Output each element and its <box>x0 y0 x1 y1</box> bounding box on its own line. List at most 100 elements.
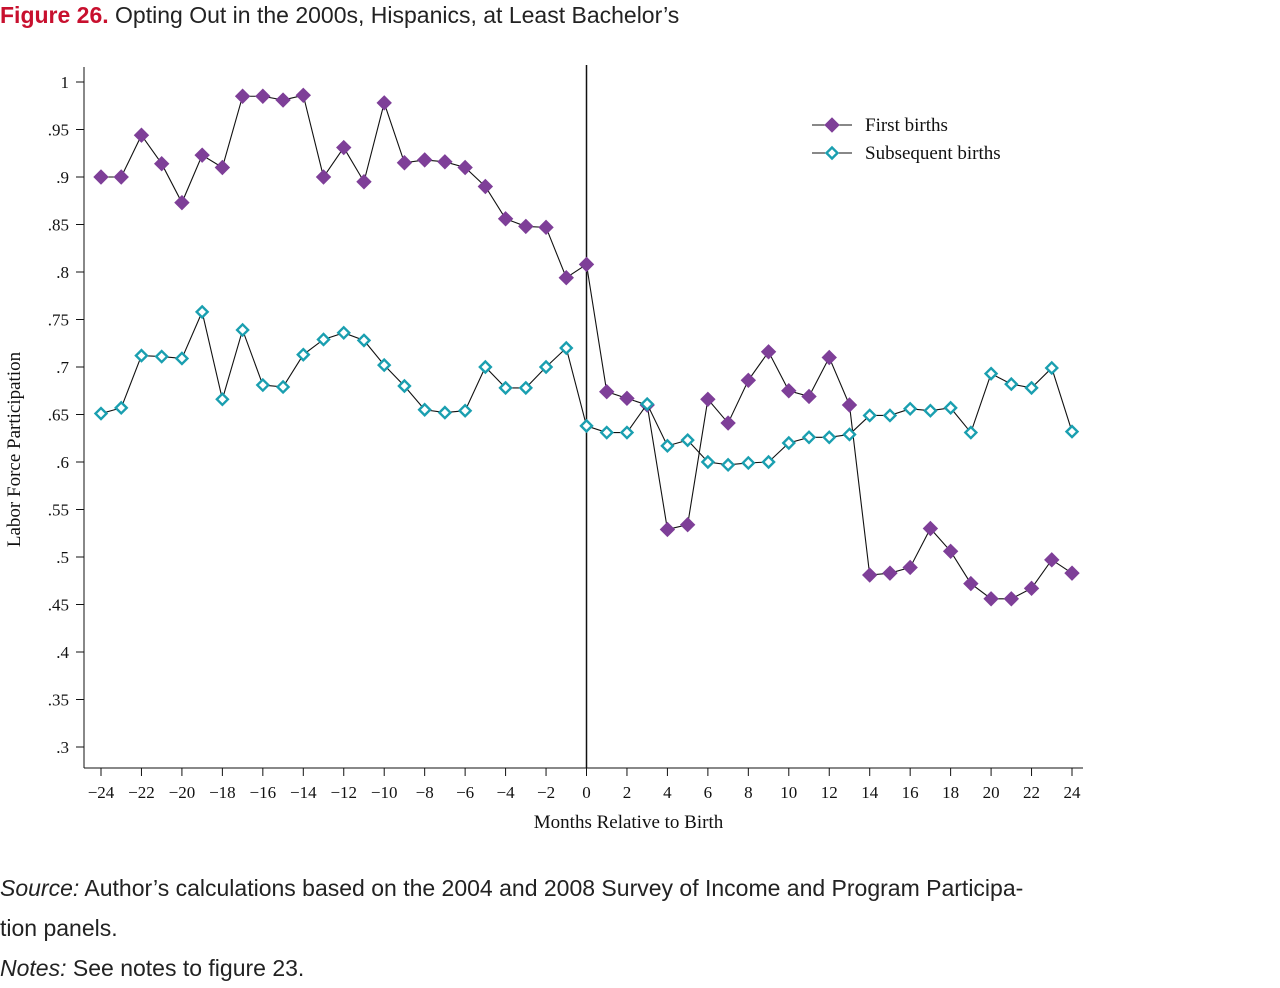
first-births-point <box>882 565 898 581</box>
first-births-point <box>356 174 372 190</box>
subsequent-births-point <box>781 435 796 451</box>
first-births-point <box>760 344 777 360</box>
first-births-point <box>497 211 514 227</box>
subsequent-births-point <box>660 438 675 454</box>
y-axis-title: Labor Force Participation <box>4 351 25 547</box>
y-tick-label: .95 <box>48 121 69 140</box>
x-tick-label: −16 <box>250 783 277 802</box>
subsequent-births-point <box>1044 360 1059 376</box>
x-tick-label: 2 <box>623 783 632 802</box>
subsequent-births-point <box>255 377 271 393</box>
figure-title-text: Opting Out in the 2000s, Hispanics, at L… <box>115 2 680 28</box>
first-births-point <box>518 218 534 235</box>
first-births-point <box>295 87 311 104</box>
subsequent-births-point <box>235 322 250 338</box>
x-tick-label: 20 <box>983 783 1000 802</box>
first-births-point <box>93 169 109 185</box>
subsequent-births-point <box>316 332 331 347</box>
legend-marker <box>824 145 840 161</box>
x-tick-label: −20 <box>169 783 196 802</box>
x-tick-label: 6 <box>704 783 713 802</box>
x-tick-label: 18 <box>942 783 959 802</box>
subsequent-births-point <box>700 454 716 470</box>
y-tick-label: .8 <box>56 263 69 282</box>
subsequent-births-point <box>639 396 655 412</box>
x-tick-label: 4 <box>663 783 672 802</box>
subsequent-births-point <box>356 333 372 348</box>
source-label: Source: <box>0 875 80 901</box>
first-births-point <box>1023 580 1040 597</box>
first-births-point <box>740 372 757 389</box>
subsequent-births-point <box>518 380 534 396</box>
x-tick-label: 16 <box>902 783 919 802</box>
y-tick-label: .4 <box>56 643 69 662</box>
chart-legend: First births Subsequent births <box>812 115 1001 164</box>
subsequent-births-point <box>114 400 129 416</box>
subsequent-births-point <box>93 406 109 421</box>
y-tick-label: .5 <box>56 548 69 567</box>
first-births-point <box>234 88 251 104</box>
legend-label-subsequent-births: Subsequent births <box>865 143 1001 164</box>
subsequent-births-point <box>983 366 999 381</box>
first-births-point <box>396 155 413 171</box>
first-births-point <box>336 139 352 156</box>
subsequent-births-point <box>862 408 877 423</box>
subsequent-births-point <box>296 347 311 362</box>
y-tick-label: .6 <box>56 453 69 472</box>
y-tick-label: .35 <box>48 691 69 710</box>
first-births-point <box>1003 591 1020 607</box>
x-tick-label: −10 <box>371 783 398 802</box>
notes-label: Notes: <box>0 955 67 981</box>
first-births-series <box>93 87 1080 607</box>
first-births-point <box>457 159 473 176</box>
first-births-point <box>437 154 453 170</box>
first-births-point <box>578 256 595 273</box>
y-tick-label: .85 <box>48 216 69 235</box>
figure-title: Figure 26. Opting Out in the 2000s, Hisp… <box>0 0 679 30</box>
y-tick-label: .3 <box>56 738 69 757</box>
x-tick-label: 10 <box>780 783 797 802</box>
y-tick-label: .55 <box>48 501 69 520</box>
source-text-line1: Author’s calculations based on the 2004 … <box>84 875 1024 901</box>
subsequent-births-point <box>963 425 979 440</box>
first-births-point <box>619 390 635 407</box>
notes: Notes: See notes to figure 23. <box>0 948 304 988</box>
first-births-point <box>841 397 858 413</box>
first-births-point <box>214 159 231 176</box>
source-text-line2: tion panels. <box>0 915 118 941</box>
y-tick-label: .45 <box>48 596 69 615</box>
x-tick-label: 14 <box>861 783 879 802</box>
y-tick-label: .9 <box>56 168 69 187</box>
first-births-point <box>194 147 210 163</box>
first-births-point <box>558 269 574 286</box>
y-tick-label: .7 <box>56 358 69 377</box>
first-births-point <box>922 520 939 537</box>
first-births-point <box>1044 552 1060 568</box>
subsequent-births-point <box>336 325 351 340</box>
first-births-point <box>174 194 190 211</box>
source-note-continued: tion panels. <box>0 908 118 948</box>
x-tick-label: 12 <box>821 783 838 802</box>
first-births-point <box>821 349 837 366</box>
subsequent-births-point <box>397 378 412 394</box>
subsequent-births-point <box>498 380 513 396</box>
subsequent-births-point <box>680 432 695 448</box>
subsequent-births-point <box>154 349 169 364</box>
first-births-point <box>659 521 676 538</box>
legend-marker <box>824 117 840 133</box>
subsequent-births-point <box>761 454 776 470</box>
x-tick-label: −18 <box>209 783 236 802</box>
first-births-point <box>1064 565 1080 581</box>
first-births-point <box>862 567 878 583</box>
subsequent-births-point <box>1024 380 1039 396</box>
legend-label-first-births: First births <box>865 115 948 136</box>
x-tick-label: 22 <box>1023 783 1040 802</box>
first-births-point <box>376 95 392 111</box>
subsequent-births-point <box>215 392 230 407</box>
x-tick-label: −6 <box>456 783 474 802</box>
subsequent-births-point <box>377 357 392 373</box>
first-births-point <box>153 155 170 172</box>
subsequent-births-point <box>943 400 958 416</box>
subsequent-births-point <box>923 403 938 418</box>
first-births-point <box>133 127 150 143</box>
